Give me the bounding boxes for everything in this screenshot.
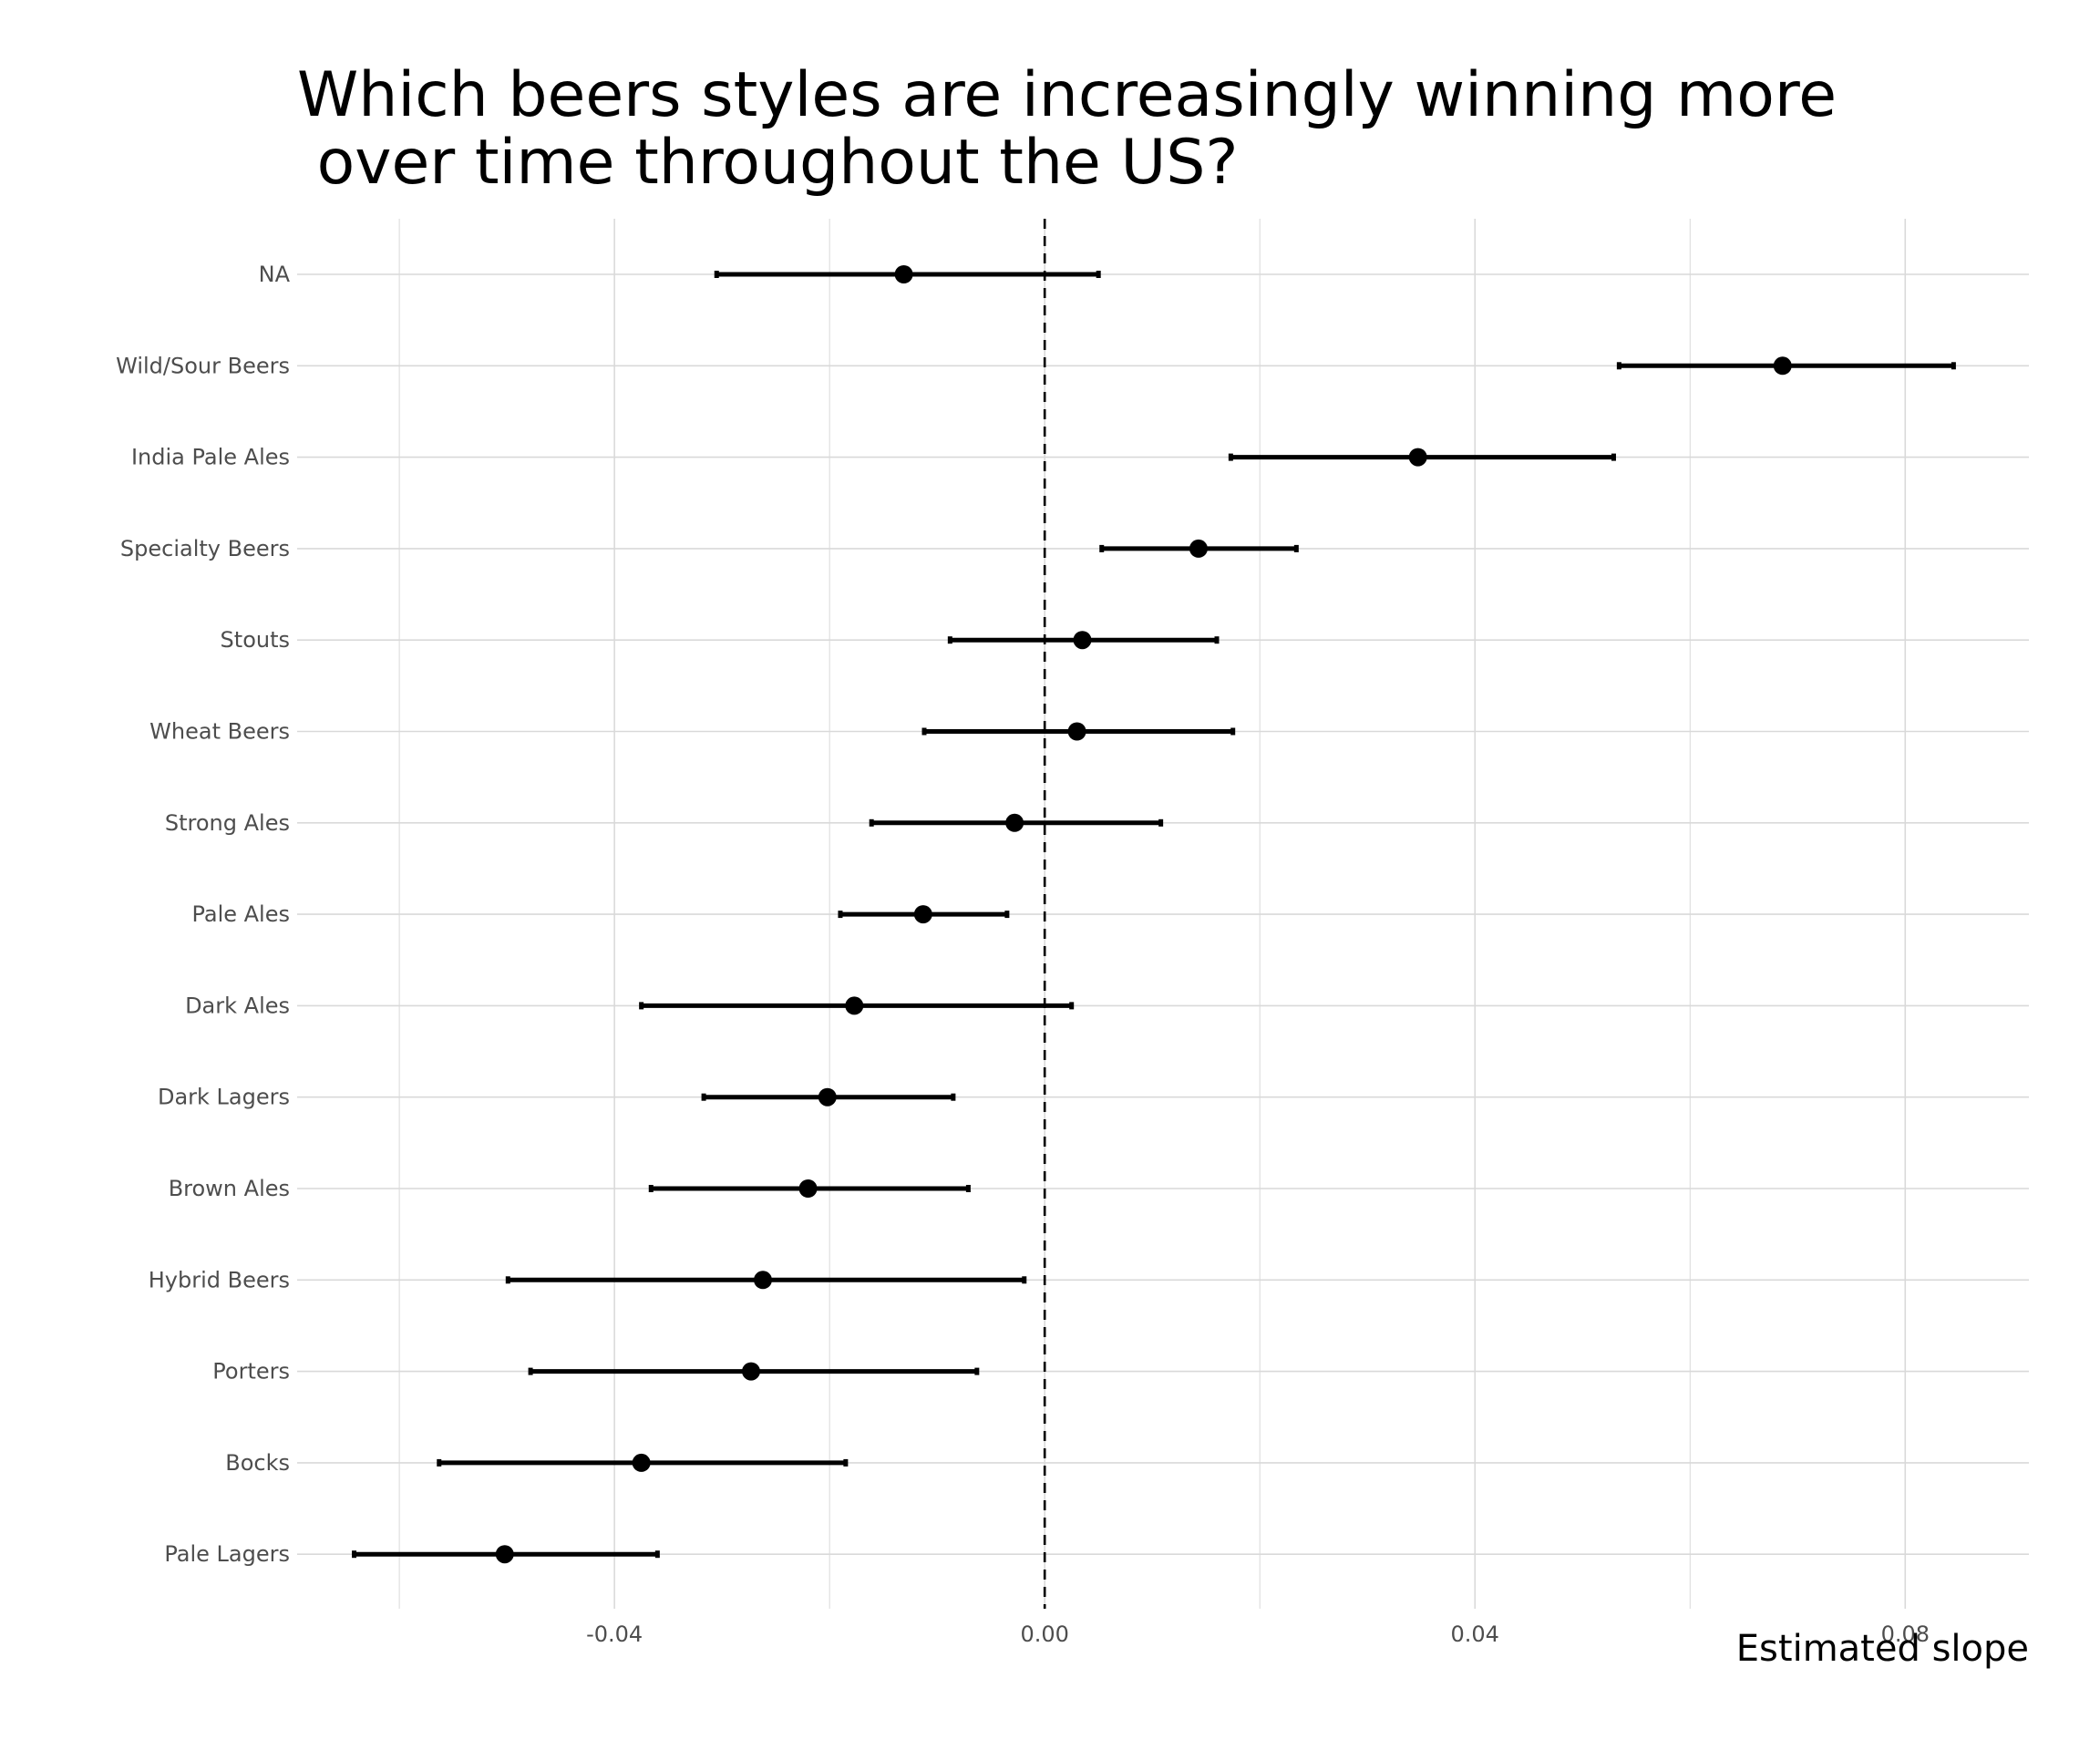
y-tick-label: Porters [212, 1359, 290, 1385]
estimate-point [632, 1453, 651, 1472]
y-tick-label: Brown Ales [169, 1176, 290, 1201]
x-axis-title: Estimated slope [1736, 1628, 2029, 1670]
x-tick-label: 0.04 [1451, 1621, 1499, 1647]
y-tick-label: Wild/Sour Beers [116, 353, 290, 378]
estimate-point [1005, 813, 1024, 832]
x-tick-label: 0.00 [1020, 1621, 1068, 1647]
chart-title: Which beers styles are increasingly winn… [297, 59, 1838, 199]
estimate-point [1773, 356, 1792, 376]
estimate-point [818, 1087, 837, 1107]
estimate-point [1067, 722, 1086, 741]
estimate-point [495, 1545, 514, 1564]
x-tick-label: 0.08 [1881, 1621, 1930, 1647]
y-tick-label: Dark Ales [185, 993, 290, 1018]
y-tick-label: Dark Lagers [158, 1085, 290, 1110]
y-tick-label: Hybrid Beers [149, 1267, 290, 1292]
estimate-point [798, 1179, 818, 1198]
estimate-point [894, 265, 913, 283]
y-tick-label: Wheat Beers [149, 719, 290, 745]
y-tick-label: Pale Lagers [164, 1541, 290, 1567]
y-tick-label: Strong Ales [165, 810, 290, 836]
estimate-point [742, 1362, 761, 1381]
estimate-point [1408, 448, 1427, 467]
estimate-point [845, 996, 864, 1015]
y-tick-label: Pale Ales [191, 901, 290, 927]
y-tick-label: Specialty Beers [120, 536, 290, 561]
y-tick-label: NA [259, 262, 291, 287]
estimate-point [753, 1271, 772, 1290]
estimate-point [1073, 631, 1092, 650]
y-tick-label: Bocks [225, 1450, 290, 1476]
estimate-point [913, 905, 932, 924]
estimate-point [1189, 539, 1208, 558]
y-tick-label: Stouts [221, 627, 290, 653]
y-tick-label: India Pale Ales [131, 445, 290, 470]
x-tick-label: -0.04 [586, 1621, 643, 1647]
